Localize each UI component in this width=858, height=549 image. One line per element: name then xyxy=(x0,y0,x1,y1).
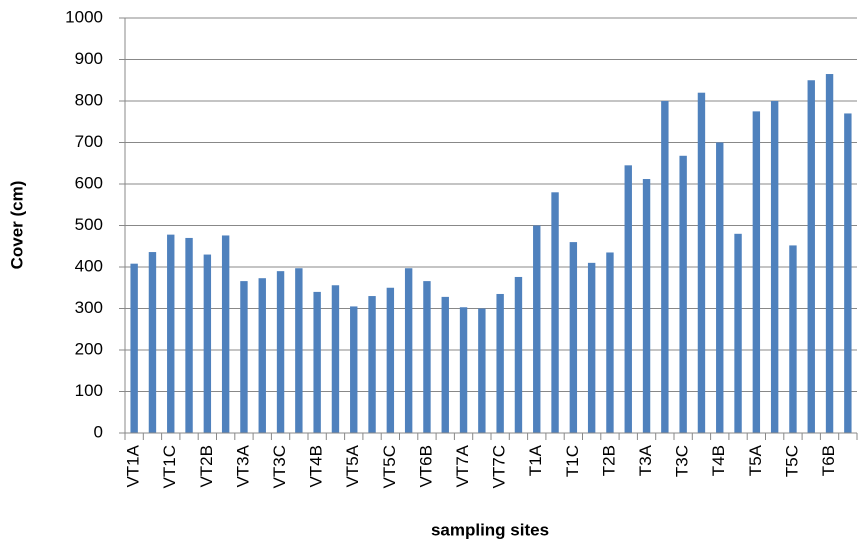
y-tick-label: 0 xyxy=(94,422,103,441)
bar xyxy=(350,306,358,433)
bar xyxy=(203,254,212,433)
bar xyxy=(642,179,651,433)
bar xyxy=(240,281,248,433)
y-tick-label: 800 xyxy=(75,90,103,109)
y-axis-title: Cover (cm) xyxy=(7,181,26,270)
x-tick-label: VT3A xyxy=(233,444,252,487)
x-tick-label: VT6B xyxy=(416,445,435,488)
bar xyxy=(587,262,596,433)
bar xyxy=(130,263,138,433)
bar xyxy=(679,155,687,433)
bar xyxy=(185,237,193,433)
y-tick-label: 200 xyxy=(75,339,103,358)
bar xyxy=(624,165,632,433)
bar xyxy=(661,101,669,433)
bar xyxy=(844,113,852,433)
y-tick-label: 400 xyxy=(75,256,103,275)
x-tick-label: T3A xyxy=(636,444,655,476)
bar xyxy=(423,281,431,433)
x-tick-label: T5A xyxy=(746,444,765,476)
bar xyxy=(478,308,486,433)
x-tick-label: VT4B xyxy=(307,445,326,488)
x-tick-label: VT5C xyxy=(380,445,399,488)
x-axis-title: sampling sites xyxy=(431,520,549,539)
bar xyxy=(807,80,815,433)
bar xyxy=(276,271,285,433)
y-tick-label: 700 xyxy=(75,132,103,151)
bar xyxy=(221,235,230,433)
bar xyxy=(295,268,303,433)
bar xyxy=(789,245,797,433)
bar xyxy=(514,276,523,433)
y-tick-label: 900 xyxy=(75,49,103,68)
x-tick-label: T6B xyxy=(819,445,838,476)
x-tick-label: T2B xyxy=(599,445,618,476)
bar xyxy=(459,307,468,433)
x-tick-label: T1C xyxy=(563,445,582,477)
bar xyxy=(551,192,559,433)
y-tick-label: 500 xyxy=(75,215,103,234)
y-tick-label: 1000 xyxy=(65,7,103,26)
bar xyxy=(752,111,761,433)
x-tick-label: VT1A xyxy=(124,444,143,487)
y-tick-label: 100 xyxy=(75,381,103,400)
x-tick-label: VT7C xyxy=(490,445,509,488)
bar xyxy=(569,242,578,433)
bar xyxy=(258,278,266,433)
bar xyxy=(148,252,157,433)
bar xyxy=(697,92,706,433)
bar xyxy=(386,287,395,433)
x-tick-label: T1A xyxy=(526,444,545,476)
bar xyxy=(825,74,834,434)
bar xyxy=(404,268,413,433)
x-tick-label: VT7A xyxy=(453,444,472,487)
bar xyxy=(770,101,779,433)
bar xyxy=(368,296,376,433)
bar xyxy=(496,293,504,433)
bar xyxy=(716,142,724,433)
x-tick-label: VT3C xyxy=(270,445,289,488)
bar xyxy=(533,225,541,433)
y-tick-label: 300 xyxy=(75,298,103,317)
x-tick-label: T4B xyxy=(709,445,728,476)
x-tick-label: T3C xyxy=(673,445,692,477)
y-tick-label: 600 xyxy=(75,173,103,192)
bar xyxy=(606,252,614,433)
bar xyxy=(734,233,742,433)
x-tick-label: VT2B xyxy=(197,445,216,488)
x-tick-label: T5C xyxy=(782,445,801,477)
x-tick-label: VT1C xyxy=(160,445,179,488)
bar xyxy=(441,296,449,433)
bar xyxy=(167,234,175,433)
bar xyxy=(331,285,340,433)
x-tick-label: VT5A xyxy=(343,444,362,487)
bar xyxy=(313,291,321,433)
